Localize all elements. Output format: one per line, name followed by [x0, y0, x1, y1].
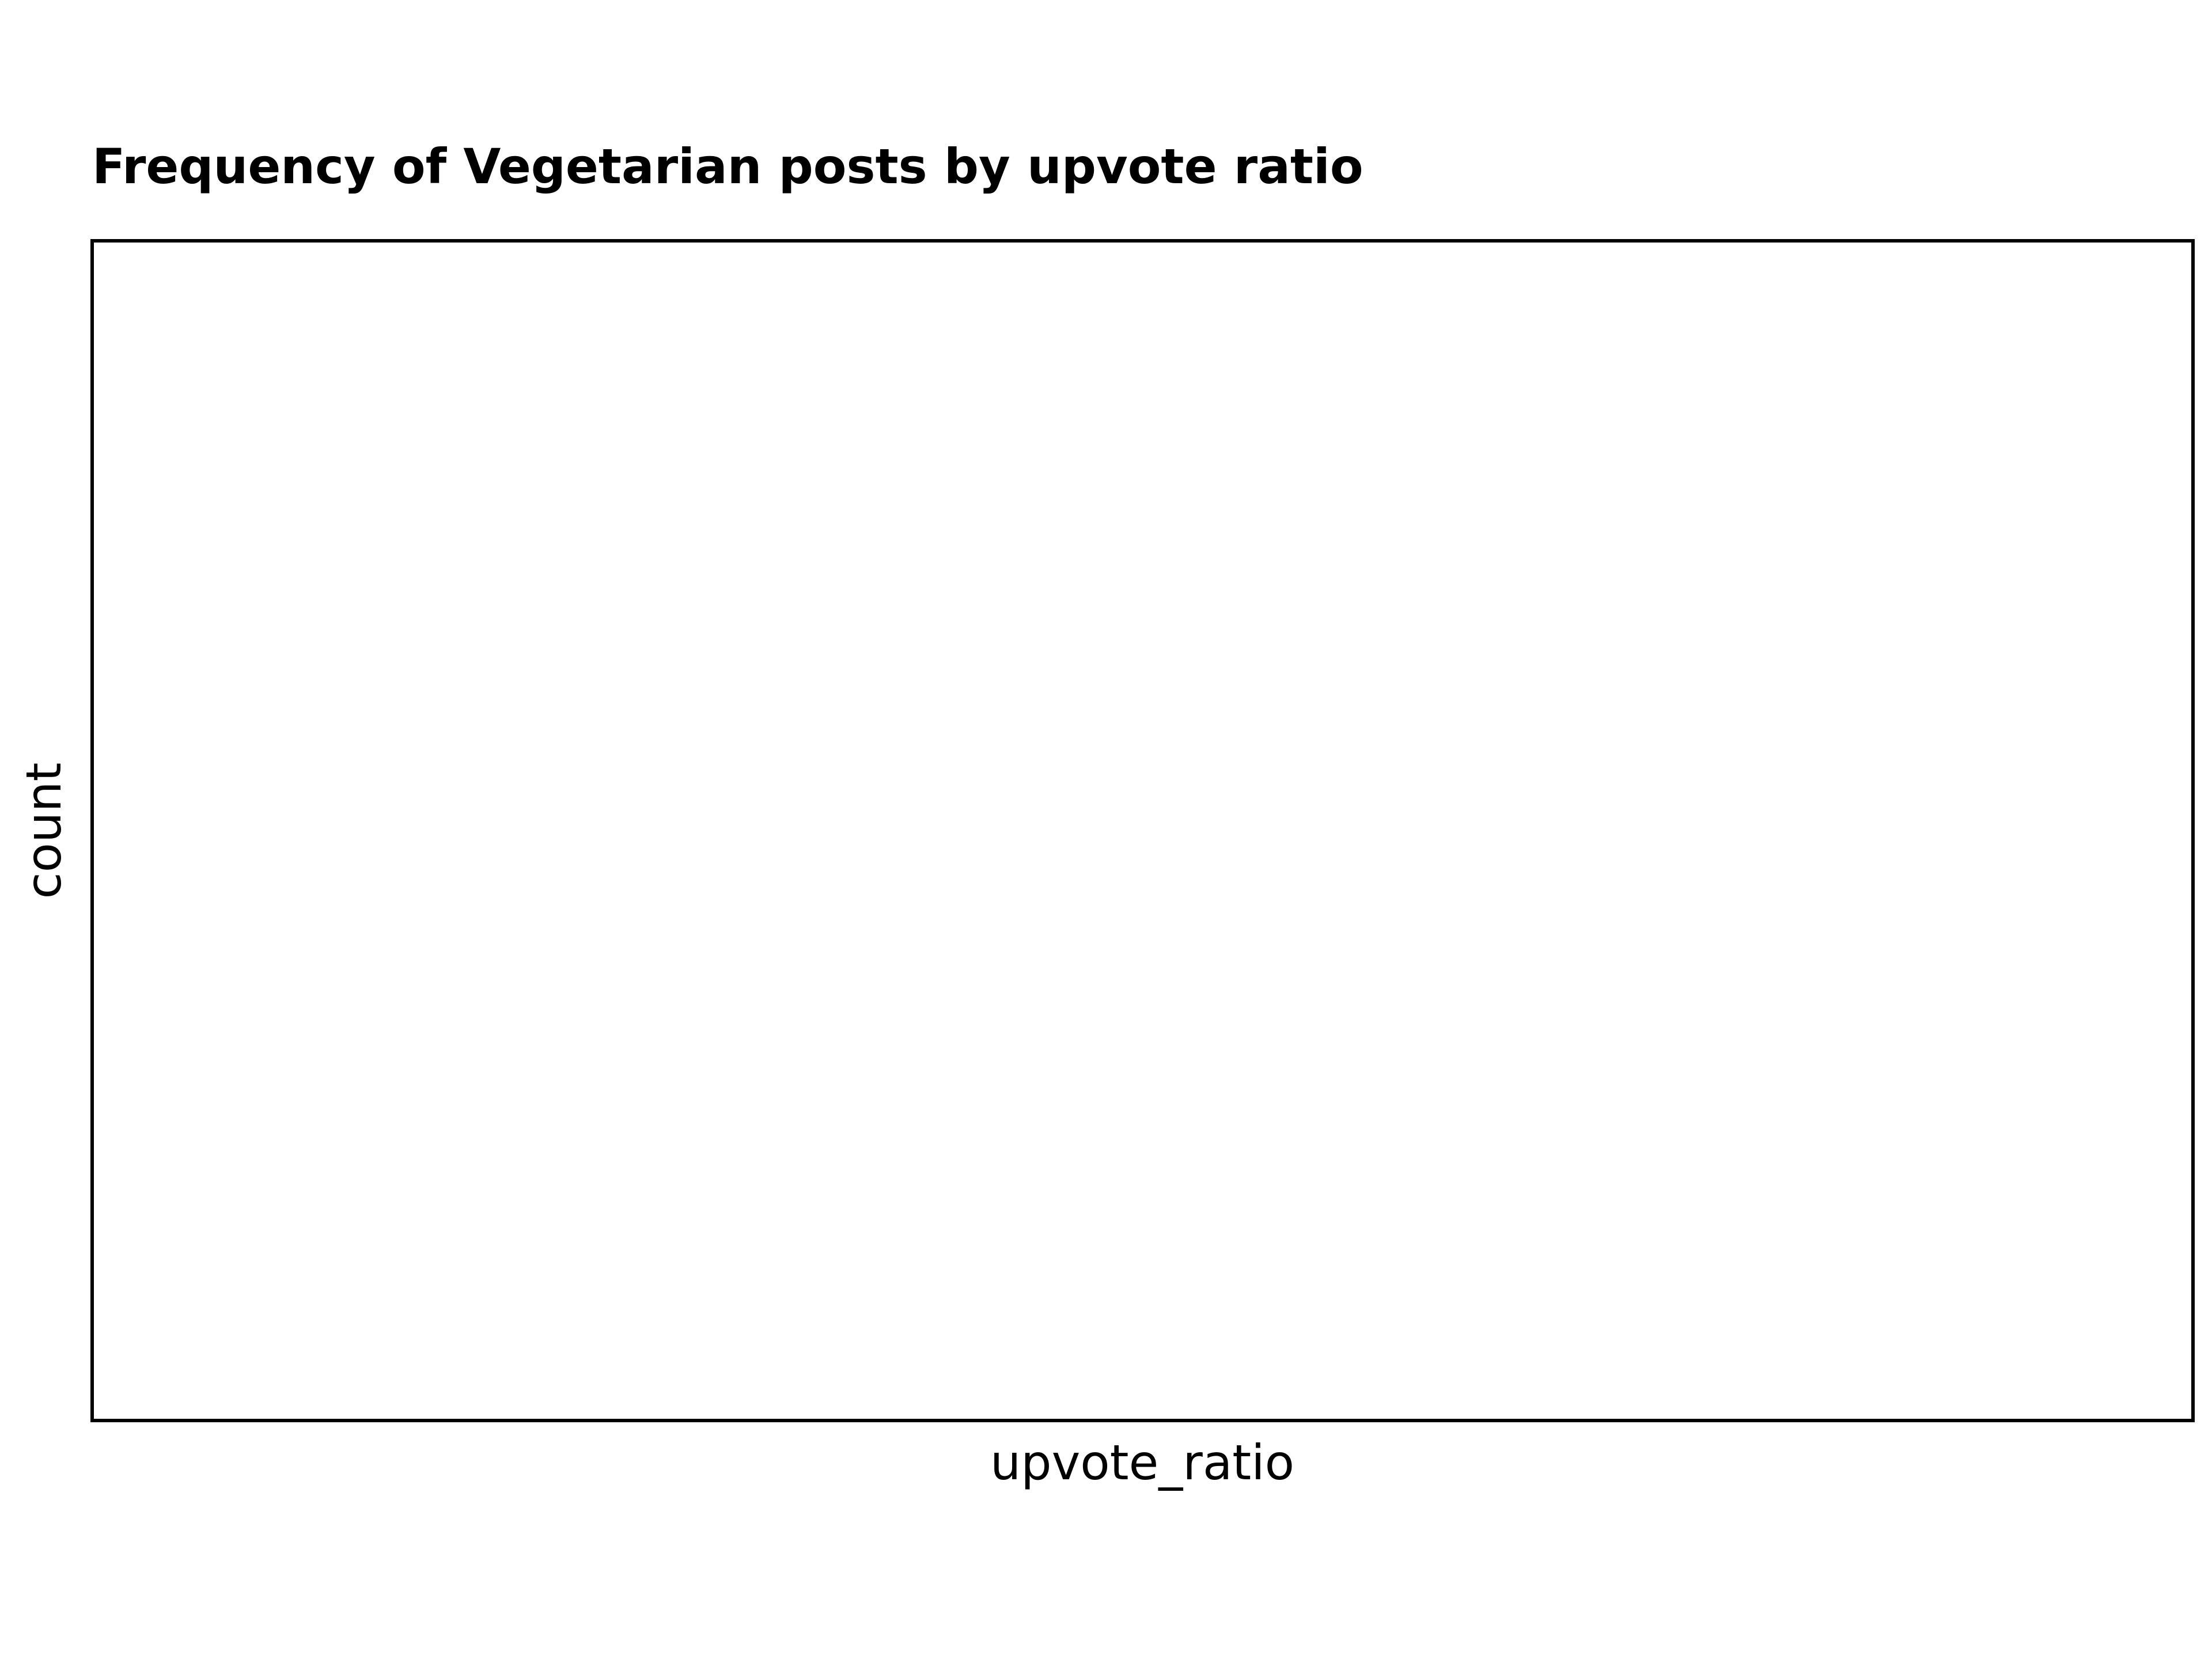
chart-title: Frequency of Vegetarian posts by upvote … [92, 138, 1363, 195]
plot-area-frame [90, 239, 2195, 1422]
y-axis-label: count [16, 763, 72, 899]
x-axis-label: upvote_ratio [990, 1434, 1294, 1491]
